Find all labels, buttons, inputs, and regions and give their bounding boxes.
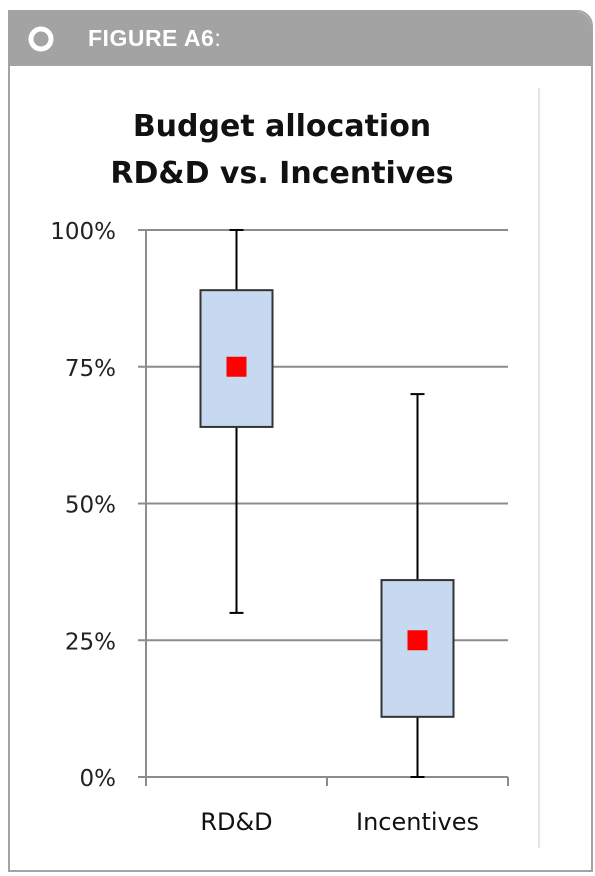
y-tick-label: 50% (65, 493, 116, 519)
figure-panel: FIGURE A6: (8, 10, 593, 872)
x-category-label: RD&D (200, 808, 272, 836)
y-tick-label: 25% (65, 629, 116, 655)
chart-title-line-2: RD&D vs. Incentives (110, 156, 453, 191)
figure-label: FIGURE A6: (88, 25, 221, 52)
circle-icon (28, 26, 54, 52)
mean-marker (226, 356, 247, 377)
y-tick-label: 0% (80, 766, 117, 792)
figure-label-colon: : (214, 25, 222, 51)
x-category-label: Incentives (356, 808, 479, 836)
chart-title-line-1: Budget allocation (133, 109, 431, 144)
mean-marker (407, 630, 428, 651)
figure-label-text: FIGURE A6 (88, 25, 215, 51)
y-tick-label: 100% (50, 219, 116, 245)
divider (538, 88, 540, 848)
y-tick-label: 75% (65, 356, 116, 382)
figure-header: FIGURE A6: (10, 12, 591, 66)
